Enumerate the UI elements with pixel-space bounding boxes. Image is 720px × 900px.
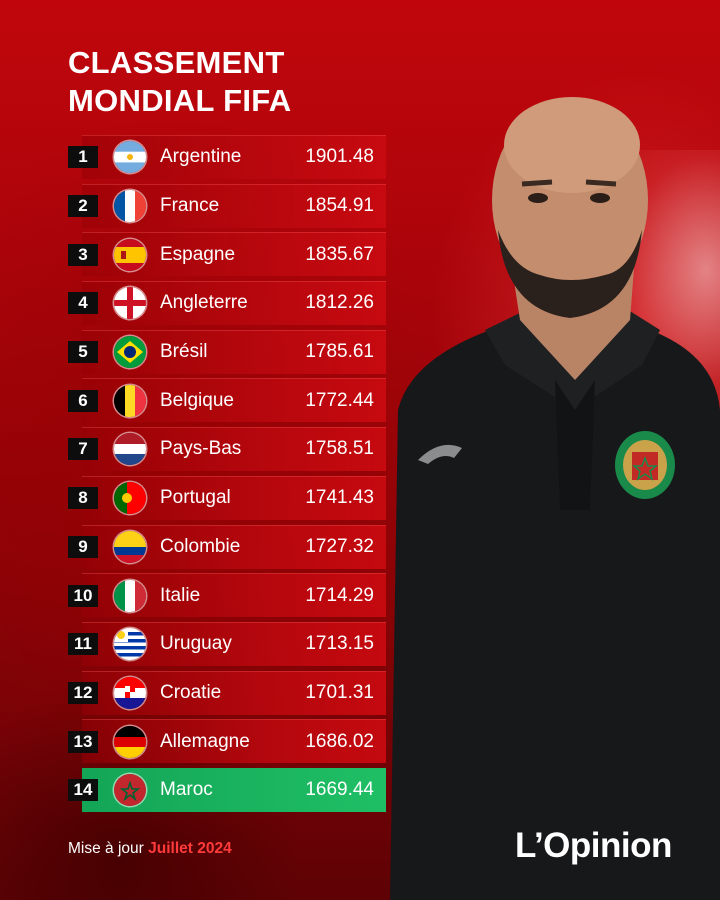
ranking-row: 11 Uruguay 1713.15 (68, 620, 386, 669)
points-value: 1854.91 (305, 195, 374, 217)
country-name: Maroc (160, 779, 213, 801)
rank-number: 12 (68, 681, 98, 704)
ranking-row: 6 Belgique 1772.44 (68, 376, 386, 425)
update-month: Juillet 2024 (148, 840, 232, 857)
rank-number: 9 (68, 535, 98, 558)
spain-flag-icon (114, 238, 146, 271)
morocco-flag-icon (114, 774, 146, 807)
points-value: 1901.48 (305, 146, 374, 168)
portugal-flag-icon (114, 482, 146, 515)
update-note: Mise à jour Juillet 2024 (68, 840, 232, 858)
points-value: 1785.61 (305, 341, 374, 363)
ranking-row: 12 Croatie 1701.31 (68, 669, 386, 718)
title-line-1: CLASSEMENT (68, 45, 285, 80)
points-value: 1741.43 (305, 487, 374, 509)
netherlands-flag-icon (114, 433, 146, 466)
country-name: Allemagne (160, 730, 250, 752)
ranking-row: 4 Angleterre 1812.26 (68, 279, 386, 328)
country-name: Espagne (160, 243, 236, 265)
points-value: 1669.44 (305, 779, 374, 801)
croatia-flag-icon (114, 676, 146, 709)
country-name: Portugal (160, 487, 231, 509)
country-name: Angleterre (160, 292, 248, 314)
points-value: 1758.51 (305, 438, 374, 460)
rank-number: 6 (68, 389, 98, 412)
rank-number: 14 (68, 779, 98, 802)
ranking-row: 3 Espagne 1835.67 (68, 230, 386, 279)
points-value: 1727.32 (305, 535, 374, 557)
points-value: 1713.15 (305, 633, 374, 655)
rank-number: 1 (68, 146, 98, 169)
country-name: Belgique (160, 389, 234, 411)
germany-flag-icon (114, 725, 146, 758)
country-name: Argentine (160, 146, 242, 168)
country-name: Brésil (160, 341, 208, 363)
colombia-flag-icon (114, 530, 146, 563)
country-name: Croatie (160, 681, 222, 703)
points-value: 1772.44 (305, 389, 374, 411)
ranking-row: 8 Portugal 1741.43 (68, 474, 386, 523)
ranking-row: 10 Italie 1714.29 (68, 571, 386, 620)
country-name: Colombie (160, 535, 241, 557)
points-value: 1686.02 (305, 730, 374, 752)
coach-photo (380, 80, 720, 900)
rank-number: 3 (68, 243, 98, 266)
ranking-list: 1 Argentine 1901.48 2 France 1854.91 3 E… (68, 133, 386, 815)
rank-number: 7 (68, 438, 98, 461)
country-name: Italie (160, 584, 201, 606)
rank-number: 13 (68, 730, 98, 753)
points-value: 1701.31 (305, 681, 374, 703)
lopinion-logo: L’Opinion (515, 826, 672, 865)
ranking-row-highlighted: 14 Maroc 1669.44 (68, 766, 386, 815)
country-name: Uruguay (160, 633, 232, 655)
uruguay-flag-icon (114, 628, 146, 661)
ranking-row: 1 Argentine 1901.48 (68, 133, 386, 182)
brazil-flag-icon (114, 336, 146, 369)
argentina-flag-icon (114, 141, 146, 174)
points-value: 1714.29 (305, 584, 374, 606)
rank-number: 2 (68, 195, 98, 218)
ranking-row: 9 Colombie 1727.32 (68, 523, 386, 572)
england-flag-icon (114, 287, 146, 320)
update-prefix: Mise à jour (68, 840, 144, 857)
rank-number: 8 (68, 487, 98, 510)
rank-number: 5 (68, 341, 98, 364)
country-name: Pays-Bas (160, 438, 242, 460)
ranking-row: 13 Allemagne 1686.02 (68, 717, 386, 766)
ranking-row: 7 Pays-Bas 1758.51 (68, 425, 386, 474)
country-name: France (160, 195, 220, 217)
rank-number: 10 (68, 584, 98, 607)
points-value: 1812.26 (305, 292, 374, 314)
ranking-row: 2 France 1854.91 (68, 182, 386, 231)
france-flag-icon (114, 190, 146, 223)
page-title: CLASSEMENT MONDIAL FIFA (68, 44, 291, 120)
ranking-row: 5 Brésil 1785.61 (68, 328, 386, 377)
italy-flag-icon (114, 579, 146, 612)
title-line-2: MONDIAL FIFA (68, 83, 292, 118)
rank-number: 11 (68, 633, 98, 656)
belgium-flag-icon (114, 384, 146, 417)
rank-number: 4 (68, 292, 98, 315)
points-value: 1835.67 (305, 243, 374, 265)
